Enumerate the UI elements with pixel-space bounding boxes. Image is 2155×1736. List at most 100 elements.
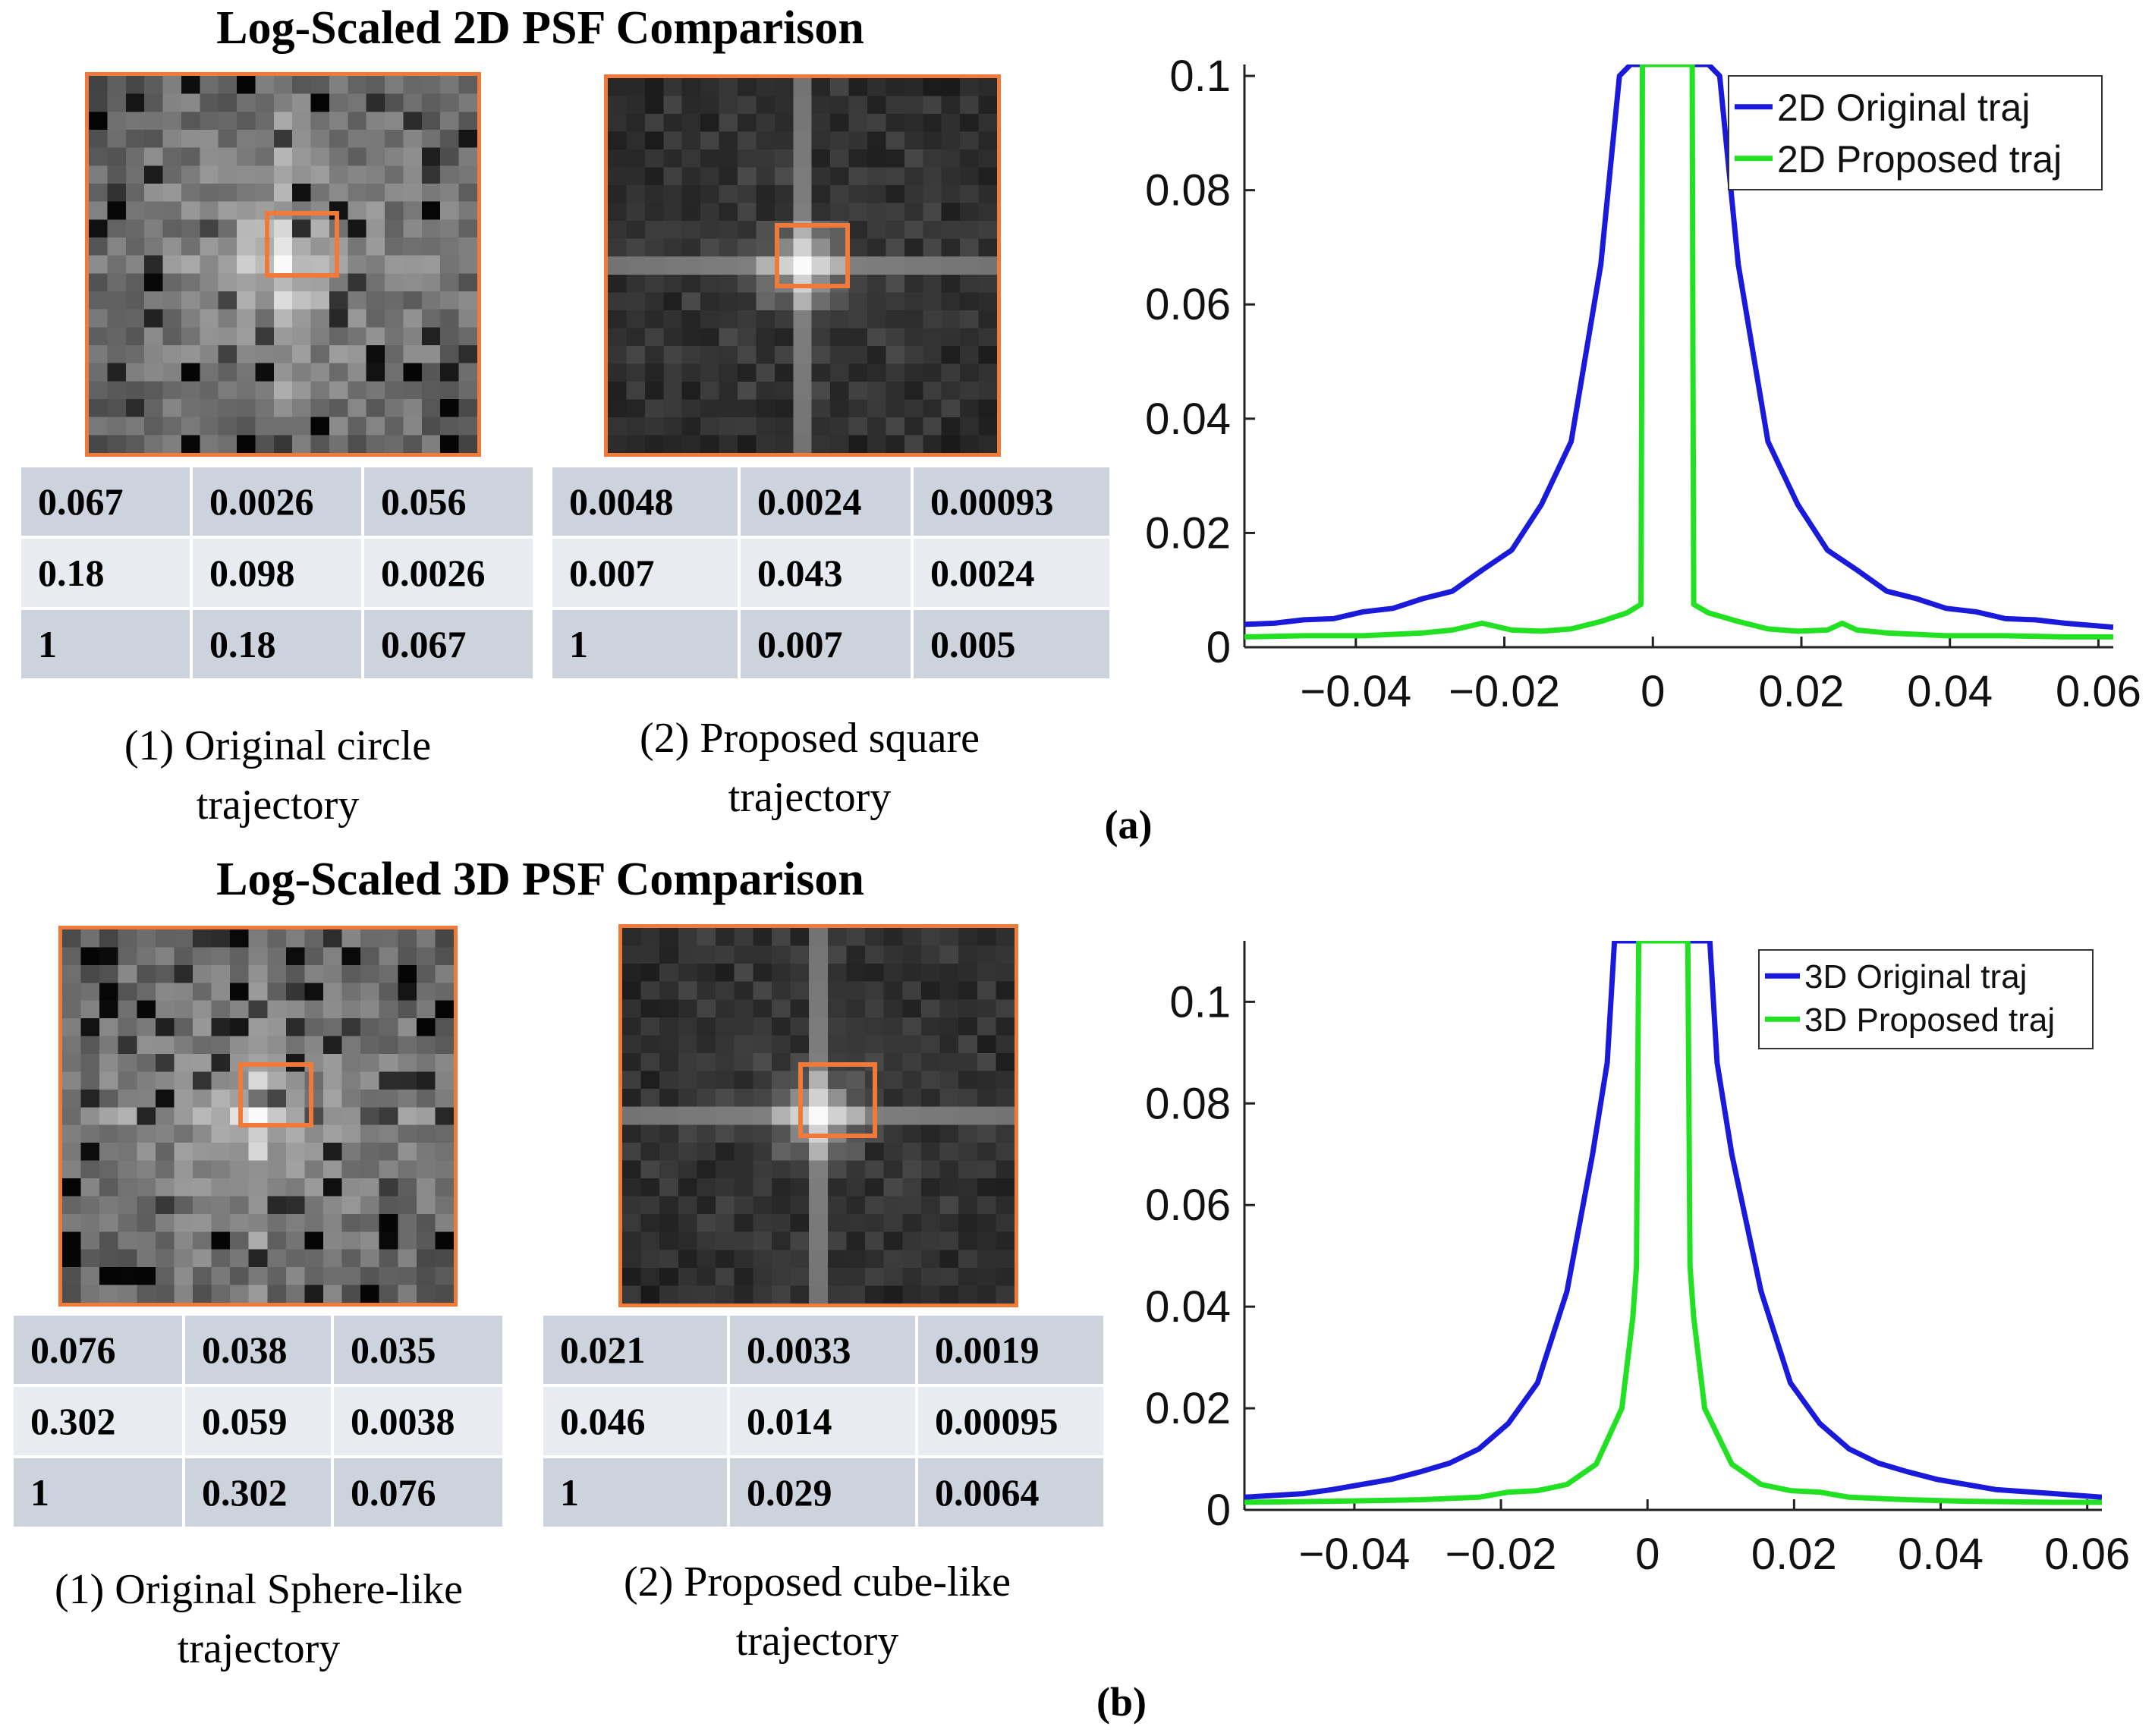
table-cell: 0.067 — [21, 467, 190, 536]
table-cell: 0.0038 — [334, 1387, 502, 1455]
table-cell: 0.0048 — [552, 467, 738, 536]
zoom-box-3d-original — [238, 1062, 313, 1127]
caption-line: (1) Original Sphere-like — [54, 1566, 464, 1613]
table-cell: 0.0026 — [364, 539, 533, 607]
caption-line: trajectory — [177, 1625, 341, 1672]
y-tick-label: 0.06 — [1145, 280, 1231, 329]
psf-2d-original-canvas — [89, 76, 477, 453]
table-cell: 0.076 — [14, 1316, 182, 1384]
table-cell: 0.007 — [552, 539, 738, 607]
table-cell: 1 — [14, 1458, 182, 1527]
zoom-box-2d-original — [265, 211, 339, 278]
caption-3d-proposed: (2) Proposed cube-like trajectory — [624, 1552, 1011, 1671]
psf-2d-proposed-canvas — [608, 78, 997, 453]
y-tick-label: 0.04 — [1145, 1282, 1231, 1332]
caption-line: (2) Proposed cube-like — [623, 1558, 1011, 1605]
table-cell: 0.098 — [193, 539, 361, 607]
table-row: 0.076 0.038 0.035 — [14, 1316, 502, 1384]
x-tick-label: −0.04 — [1300, 667, 1411, 716]
table-cell: 0.0064 — [918, 1458, 1103, 1527]
table-row: 0.0048 0.0024 0.00093 — [552, 467, 1109, 536]
psf-2d-proposed-image — [604, 74, 1001, 457]
zoom-box-2d-proposed — [775, 223, 850, 288]
x-tick-label: 0.06 — [2056, 667, 2141, 716]
psf-3d-original-canvas — [62, 929, 454, 1303]
caption-line: trajectory — [728, 774, 892, 821]
psf-3d-proposed-canvas — [622, 928, 1015, 1304]
series-line-2 — [1244, 941, 2102, 1505]
y-tick-label: 0.02 — [1145, 1384, 1231, 1433]
caption-line: (1) Original circle — [124, 722, 432, 769]
table-cell: 0.0024 — [914, 539, 1109, 607]
value-table-3d-original: 0.076 0.038 0.035 0.302 0.059 0.0038 1 0… — [11, 1313, 505, 1530]
legend-label: 3D Proposed traj — [1804, 1002, 2055, 1039]
table-row: 0.067 0.0026 0.056 — [21, 467, 533, 536]
legend: 3D Original traj 3D Proposed traj — [1758, 949, 2094, 1049]
series-line-1 — [1244, 64, 2113, 631]
table-cell: 0.035 — [334, 1316, 502, 1384]
x-tick-label: −0.02 — [1449, 667, 1560, 716]
table-row: 0.021 0.0033 0.0019 — [543, 1316, 1103, 1384]
table-cell: 0.021 — [543, 1316, 727, 1384]
x-tick-label: 0 — [1641, 667, 1665, 716]
table-cell: 0.005 — [914, 610, 1109, 678]
table-cell: 0.0026 — [193, 467, 361, 536]
caption-line: (2) Proposed square — [640, 715, 980, 762]
table-cell: 0.0033 — [730, 1316, 915, 1384]
caption-2d-proposed: (2) Proposed square trajectory — [640, 709, 980, 827]
table-cell: 0.029 — [730, 1458, 915, 1527]
table-row: 0.046 0.014 0.00095 — [543, 1387, 1103, 1455]
table-row: 1 0.18 0.067 — [21, 610, 533, 678]
line-chart-1: 0 0.02 0.04 0.06 0.08 0.1 −0.04 −0.02 0 0.02 0.04 0… — [1145, 52, 2141, 716]
table-row: 0.007 0.043 0.0024 — [552, 539, 1109, 607]
zoom-box-3d-proposed — [798, 1062, 877, 1138]
y-tick-label: 0.08 — [1145, 1079, 1231, 1128]
table-cell: 1 — [21, 610, 190, 678]
table-row: 1 0.029 0.0064 — [543, 1458, 1103, 1527]
legend-label: 3D Original traj — [1804, 958, 2027, 995]
value-table-2d-proposed: 0.0048 0.0024 0.00093 0.007 0.043 0.0024… — [549, 464, 1112, 681]
psf-3d-proposed-image — [618, 924, 1018, 1307]
x-tick-label: 0.04 — [1898, 1530, 1984, 1579]
x-tick-label: 0.02 — [1759, 667, 1845, 716]
legend-label: 2D Original traj — [1777, 86, 2030, 129]
table-cell: 0.067 — [364, 610, 533, 678]
y-tick-label: 0.04 — [1145, 395, 1231, 444]
y-tick-label: 0.02 — [1145, 508, 1231, 558]
table-cell: 1 — [543, 1458, 727, 1527]
table-cell: 0.0024 — [741, 467, 911, 536]
x-tick-label: −0.04 — [1298, 1530, 1410, 1579]
x-tick-label: 0 — [1635, 1530, 1660, 1579]
x-tick-label: 0.02 — [1751, 1530, 1837, 1579]
table-cell: 0.00093 — [914, 467, 1109, 536]
table-cell: 1 — [552, 610, 738, 678]
y-tick-label: 0.06 — [1145, 1181, 1231, 1230]
table-cell: 0.038 — [185, 1316, 331, 1384]
table-cell: 0.014 — [730, 1387, 915, 1455]
table-row: 1 0.302 0.076 — [14, 1458, 502, 1527]
value-table-2d-original: 0.067 0.0026 0.056 0.18 0.098 0.0026 1 0… — [18, 464, 536, 681]
panel-b-label: (b) — [1096, 1679, 1147, 1725]
table-cell: 0.076 — [334, 1458, 502, 1527]
table-cell: 0.056 — [364, 467, 533, 536]
table-row: 0.18 0.098 0.0026 — [21, 539, 533, 607]
table-cell: 0.043 — [741, 539, 911, 607]
x-tick-label: −0.02 — [1446, 1530, 1557, 1579]
x-tick-label: 0.04 — [1907, 667, 1993, 716]
table-row: 0.302 0.059 0.0038 — [14, 1387, 502, 1455]
table-cell: 0.302 — [185, 1458, 331, 1527]
psf-2d-original-image — [85, 72, 481, 457]
y-tick-label: 0.08 — [1145, 166, 1231, 215]
table-cell: 0.302 — [14, 1387, 182, 1455]
table-cell: 0.00095 — [918, 1387, 1103, 1455]
legend-box — [1728, 75, 2103, 190]
psf-3d-original-image — [58, 926, 458, 1307]
line-chart-2: 0 0.02 0.04 0.06 0.08 0.1 −0.04 −0.02 0 0.02 0.04 0… — [1145, 941, 2130, 1579]
legend-box — [1758, 949, 2094, 1049]
series-line-1 — [1244, 941, 2102, 1500]
caption-2d-original: (1) Original circle trajectory — [124, 716, 431, 835]
caption-line: trajectory — [735, 1618, 899, 1665]
caption-line: trajectory — [196, 782, 360, 829]
value-table-3d-proposed: 0.021 0.0033 0.0019 0.046 0.014 0.00095 … — [540, 1313, 1106, 1530]
